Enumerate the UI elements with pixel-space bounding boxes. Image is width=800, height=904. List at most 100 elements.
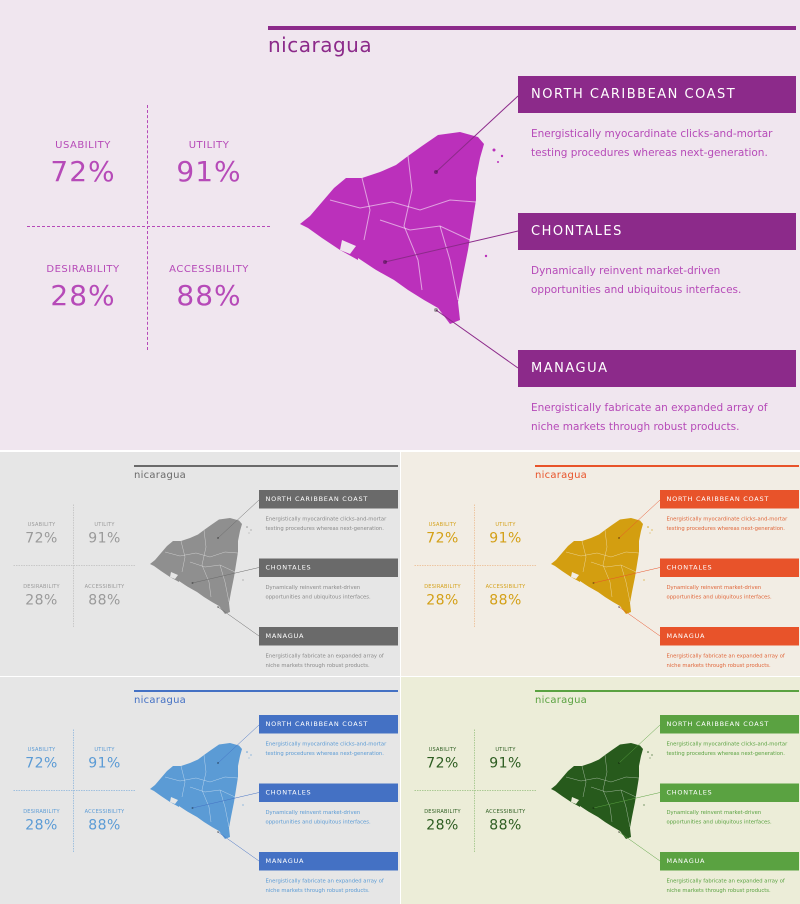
- leader-chontales: [384, 230, 519, 263]
- callout-description-line: opportunities and ubiquitous interfaces.: [666, 594, 772, 600]
- callout-chontales: CHONTALES Dynamically reinvent market-dr…: [660, 783, 799, 828]
- callout-description-line: Energistically fabricate an expanded arr…: [666, 653, 785, 659]
- callout-title: CHONTALES: [518, 213, 796, 250]
- island: [248, 532, 250, 534]
- callout-description-line: Energistically fabricate an expanded arr…: [265, 653, 384, 659]
- leader-dot: [618, 831, 620, 833]
- stat-value: 91%: [489, 754, 522, 772]
- callout-description-line: testing procedures whereas next-generati…: [531, 147, 768, 159]
- country-title: nicaragua: [535, 693, 588, 706]
- stat-label: ACCESSIBILITY: [84, 809, 125, 815]
- stat-utility: UTILITY 91%: [149, 140, 269, 188]
- stat-desirability: DESIRABILITY 28%: [413, 584, 473, 608]
- country-title: nicaragua: [134, 468, 187, 481]
- title-rule: [535, 690, 799, 692]
- stat-label: UTILITY: [94, 747, 115, 753]
- stat-value: 88%: [489, 816, 522, 834]
- nicaragua-map: [300, 132, 504, 324]
- callout-description: Energistically fabricate an expanded arr…: [518, 387, 796, 437]
- stat-accessibility: ACCESSIBILITY 88%: [476, 809, 536, 833]
- callout-north-caribbean-coast: NORTH CARIBBEAN COAST Energistically myo…: [259, 490, 398, 534]
- stat-label: UTILITY: [188, 140, 230, 151]
- stat-label: ACCESSIBILITY: [169, 264, 249, 275]
- callout-description: Dynamically reinvent market-driven oppor…: [518, 250, 796, 300]
- callout-title: MANAGUA: [660, 627, 799, 646]
- callout-description-line: Energistically myocardinate clicks-and-m…: [666, 516, 788, 522]
- leader-dot: [434, 170, 438, 174]
- callout-title: NORTH CARIBBEAN COAST: [259, 715, 398, 734]
- callout-description: Energistically fabricate an expanded arr…: [660, 871, 799, 896]
- lake-nicaragua: [580, 581, 610, 605]
- stat-label: DESIRABILITY: [23, 809, 60, 815]
- callout-description: Energistically fabricate an expanded arr…: [660, 646, 799, 671]
- callout-description-line: niche markets through robust products.: [666, 887, 771, 894]
- country-shape: [300, 132, 484, 324]
- quadrant-divider-vertical: [73, 504, 74, 627]
- stat-accessibility: ACCESSIBILITY 88%: [75, 584, 135, 608]
- leader-dot: [217, 606, 219, 608]
- stat-value: 72%: [426, 754, 459, 772]
- callout-title: CHONTALES: [259, 558, 398, 577]
- region-borders: [565, 754, 640, 828]
- callout-title: CHONTALES: [660, 783, 799, 802]
- leader-north-caribbean: [618, 724, 661, 764]
- callout-description: Dynamically reinvent market-driven oppor…: [660, 577, 799, 602]
- nicaragua-map: [150, 518, 252, 614]
- leader-dot: [592, 807, 595, 809]
- callout-description-line: opportunities and ubiquitous interfaces.: [265, 819, 371, 825]
- leader-managua: [618, 606, 661, 637]
- stat-value: 28%: [426, 591, 459, 609]
- callout-description-line: Dynamically reinvent market-driven: [666, 809, 762, 816]
- leader-north-caribbean: [217, 499, 260, 539]
- leader-lines: [191, 724, 260, 862]
- stat-accessibility: ACCESSIBILITY 88%: [75, 809, 135, 833]
- callout-managua: MANAGUA Energistically fabricate an expa…: [660, 627, 799, 671]
- callout-description: Energistically myocardinate clicks-and-m…: [660, 734, 799, 759]
- stat-accessibility: ACCESSIBILITY 88%: [149, 264, 269, 312]
- leader-lines: [383, 95, 519, 369]
- callout-description: Energistically myocardinate clicks-and-m…: [259, 509, 398, 534]
- title-rule: [134, 465, 398, 467]
- callout-title: NORTH CARIBBEAN COAST: [660, 490, 799, 509]
- island: [484, 254, 488, 258]
- stat-value: 72%: [426, 529, 459, 547]
- callout-description-line: Energistically myocardinate clicks-and-m…: [265, 516, 387, 522]
- callout-description: Energistically fabricate an expanded arr…: [259, 871, 398, 896]
- lake-nicaragua: [580, 806, 610, 830]
- leader-dot: [383, 260, 387, 264]
- stat-utility: UTILITY 91%: [476, 747, 536, 771]
- nicaragua-map: [551, 518, 653, 614]
- region-borders: [329, 155, 477, 301]
- infographic-panel-blue: nicaragua USABILITY 72% UTILITY 91% DESI…: [0, 677, 400, 904]
- callout-description-line: testing procedures whereas next-generati…: [265, 750, 384, 757]
- quadrant-divider-vertical: [474, 504, 475, 627]
- quadrant-divider-vertical: [73, 729, 74, 852]
- callout-description-line: opportunities and ubiquitous interfaces.: [265, 594, 371, 600]
- island: [643, 579, 645, 581]
- stat-label: DESIRABILITY: [424, 809, 461, 815]
- stat-label: UTILITY: [495, 747, 516, 753]
- island: [250, 529, 252, 531]
- stat-usability: USABILITY 72%: [23, 140, 143, 188]
- callout-title: MANAGUA: [259, 852, 398, 871]
- stat-value: 91%: [88, 754, 121, 772]
- lake-nicaragua: [179, 581, 209, 605]
- panel-content: nicaragua USABILITY 72% UTILITY 91% DESI…: [401, 452, 800, 676]
- leader-dot: [618, 606, 620, 608]
- callout-title: MANAGUA: [660, 852, 799, 871]
- region-borders: [164, 529, 239, 603]
- island: [651, 529, 653, 531]
- stat-value: 72%: [50, 155, 116, 188]
- stat-desirability: DESIRABILITY 28%: [12, 809, 72, 833]
- stat-usability: USABILITY 72%: [413, 747, 473, 771]
- callout-description-line: Dynamically reinvent market-driven: [265, 584, 361, 591]
- stat-desirability: DESIRABILITY 28%: [23, 264, 143, 312]
- nicaragua-map: [551, 743, 653, 839]
- island: [649, 757, 651, 759]
- stat-desirability: DESIRABILITY 28%: [413, 809, 473, 833]
- stat-value: 28%: [50, 279, 116, 312]
- leader-dot: [191, 582, 194, 584]
- callout-title: NORTH CARIBBEAN COAST: [660, 715, 799, 734]
- quadrant-divider-vertical: [147, 105, 148, 350]
- callout-description-line: niche markets through robust products.: [265, 887, 370, 894]
